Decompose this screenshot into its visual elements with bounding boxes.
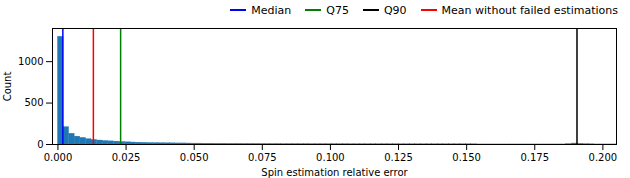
svg-text:0.025: 0.025 xyxy=(112,152,141,163)
svg-text:0.000: 0.000 xyxy=(44,152,73,163)
html-text:Q75: Q75 xyxy=(326,3,349,17)
svg-text:0.125: 0.125 xyxy=(384,152,413,163)
svg-text:500: 500 xyxy=(24,97,43,108)
html-text:Median: Median xyxy=(251,3,292,17)
svg-text:0.100: 0.100 xyxy=(316,152,345,163)
svg-text:Count: Count xyxy=(2,72,13,102)
svg-text:0.200: 0.200 xyxy=(589,152,618,163)
svg-text:0.150: 0.150 xyxy=(452,152,481,163)
svg-text:0.050: 0.050 xyxy=(180,152,209,163)
svg-text:Spin estimation relative error: Spin estimation relative error xyxy=(261,167,408,178)
html-text:Mean without failed estimation: Mean without failed estimations xyxy=(441,3,618,17)
svg-text:1000: 1000 xyxy=(18,56,43,67)
svg-text:0.175: 0.175 xyxy=(520,152,549,163)
svg-text:0: 0 xyxy=(37,139,43,150)
html-text:Q90: Q90 xyxy=(383,3,407,17)
svg-text:0.075: 0.075 xyxy=(248,152,277,163)
